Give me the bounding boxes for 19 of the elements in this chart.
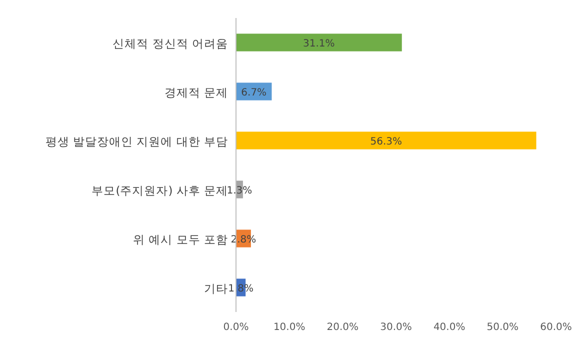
- x-tick-label: 30.0%: [380, 322, 412, 333]
- data-label: 31.1%: [303, 38, 335, 50]
- y-tick-label: 평생 발달장애인 지원에 대한 부담: [45, 134, 228, 148]
- bar: [236, 132, 536, 150]
- y-tick-label: 위 예시 모두 포함: [133, 232, 228, 246]
- y-tick-label: 경제적 문제: [164, 86, 228, 100]
- data-label: 6.7%: [241, 88, 267, 98]
- bar: [236, 34, 402, 52]
- x-tick-label: 50.0%: [486, 322, 519, 333]
- x-tick-label: 60.0%: [540, 322, 572, 333]
- x-tick-label: 40.0%: [433, 322, 466, 333]
- y-tick-label: 기타: [204, 282, 228, 296]
- x-tick-label: 20.0%: [326, 322, 359, 333]
- data-label: 56.3%: [370, 136, 402, 148]
- x-tick-label: 10.0%: [273, 322, 306, 333]
- y-tick-label: 부모(주지원자) 사후 문제: [92, 184, 228, 198]
- data-label: 1.3%: [226, 186, 252, 196]
- x-tick-label: 0.0%: [223, 322, 249, 333]
- y-tick-label: 신체적 정신적 어려움: [112, 36, 228, 50]
